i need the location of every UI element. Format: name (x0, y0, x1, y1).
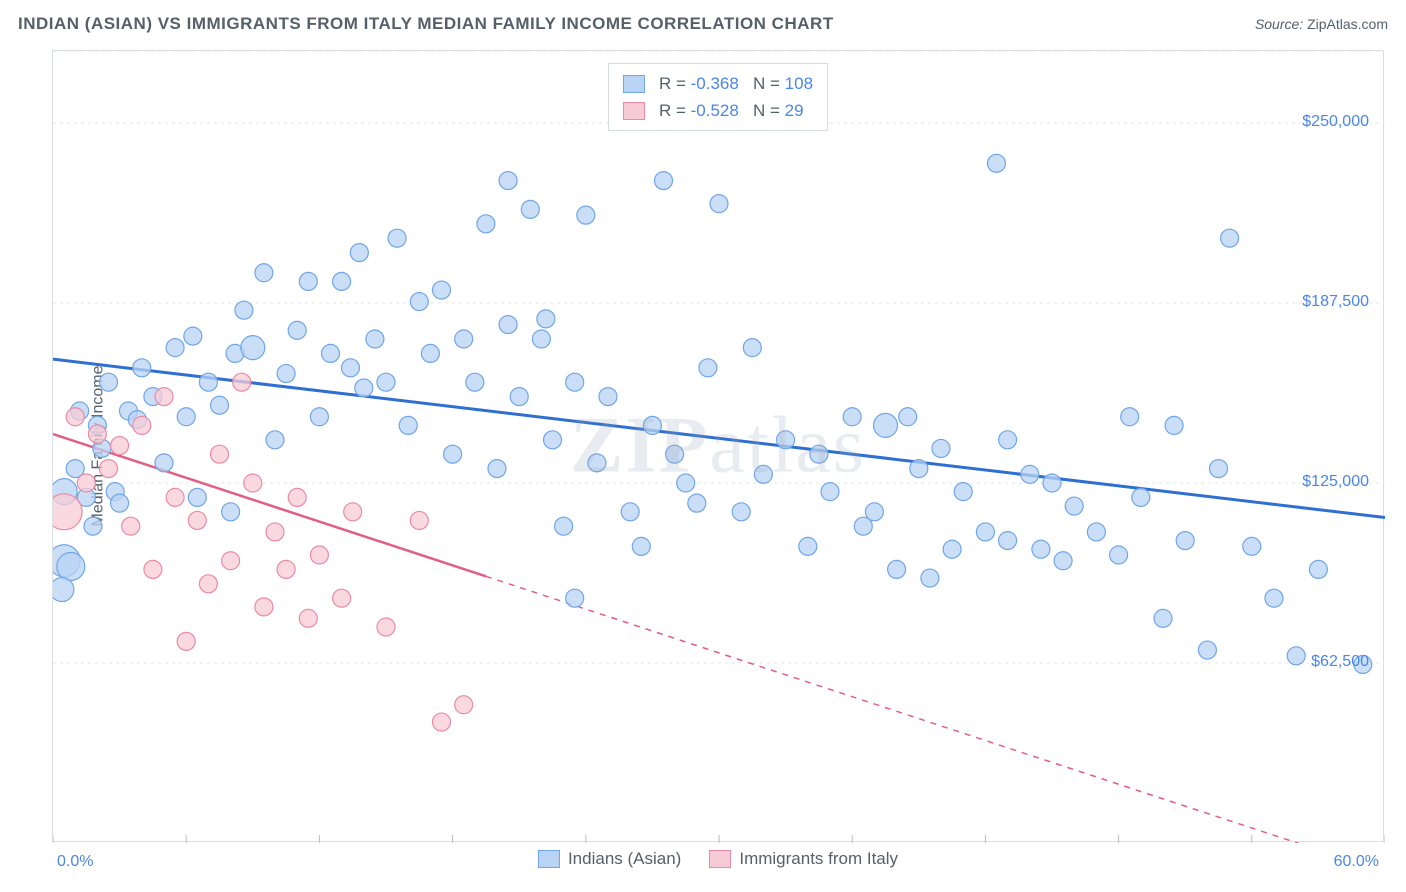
chart-title: INDIAN (ASIAN) VS IMMIGRANTS FROM ITALY … (18, 14, 834, 34)
legend-swatch (709, 850, 731, 868)
correlation-legend-row: R = -0.528 N = 29 (623, 97, 813, 124)
series-legend-item: Indians (Asian) (538, 849, 681, 869)
legend-swatch (623, 75, 645, 93)
source-attribution: Source: ZipAtlas.com (1255, 16, 1388, 32)
series-legend-item: Immigrants from Italy (709, 849, 898, 869)
y-tick-label: $125,000 (1302, 473, 1369, 491)
legend-swatch (623, 102, 645, 120)
correlation-legend: R = -0.368 N = 108R = -0.528 N = 29 (608, 63, 828, 131)
source-value: ZipAtlas.com (1307, 16, 1388, 32)
series-legend-label: Indians (Asian) (568, 849, 681, 869)
scatter-plot (53, 51, 1385, 843)
plot-area: ZIPatlas R = -0.368 N = 108R = -0.528 N … (52, 50, 1384, 842)
y-tick-label: $250,000 (1302, 113, 1369, 131)
y-tick-label: $187,500 (1302, 293, 1369, 311)
x-tick-label: 0.0% (57, 853, 93, 871)
series-legend: Indians (Asian) Immigrants from Italy (538, 849, 898, 869)
chart-container: ZIPatlas R = -0.368 N = 108R = -0.528 N … (52, 50, 1384, 842)
x-tick-label: 60.0% (1334, 853, 1379, 871)
legend-swatch (538, 850, 560, 868)
correlation-legend-row: R = -0.368 N = 108 (623, 70, 813, 97)
source-label: Source: (1255, 16, 1303, 32)
series-legend-label: Immigrants from Italy (739, 849, 898, 869)
y-tick-label: $62,500 (1311, 653, 1369, 671)
